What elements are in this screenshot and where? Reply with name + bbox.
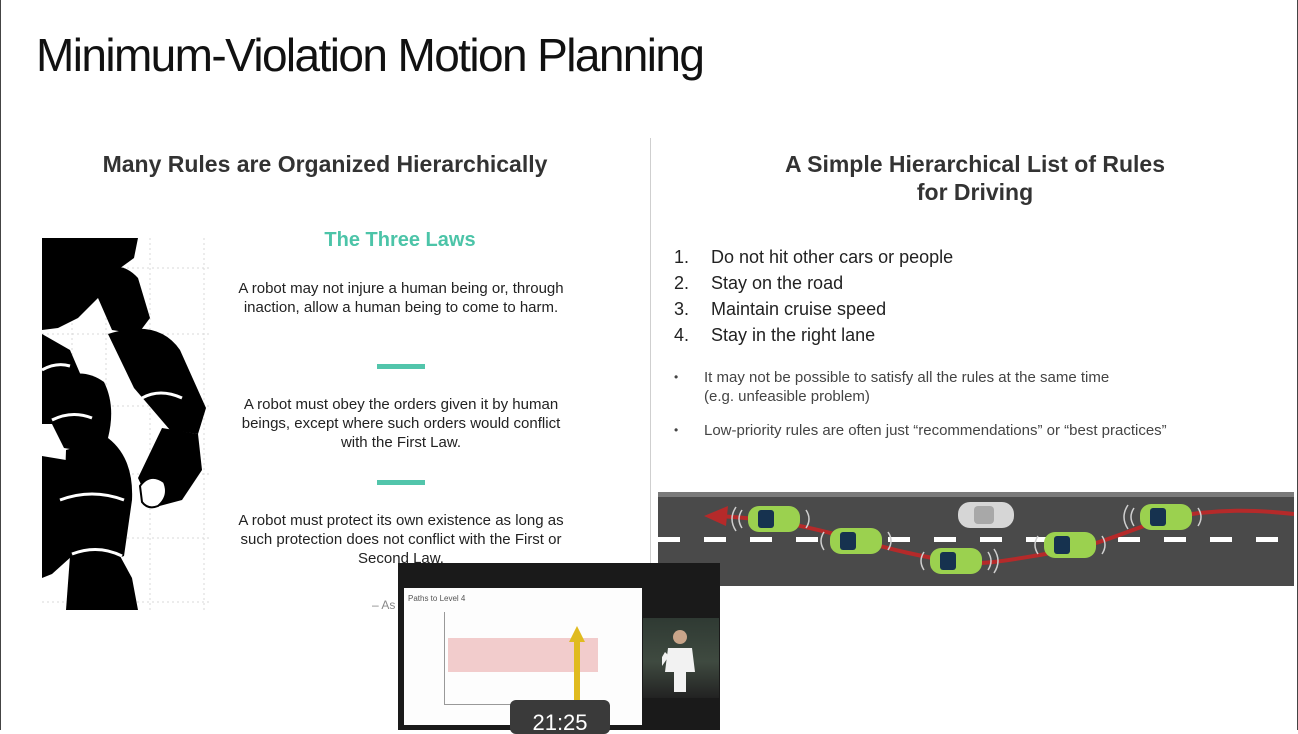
bullet-item: • It may not be possible to satisfy all … [674, 369, 1110, 405]
driving-rules-list: 1. Do not hit other cars or people 2. Stay… [674, 244, 1234, 348]
three-laws-title: The Three Laws [324, 229, 476, 251]
road-illustration [658, 490, 1294, 586]
first-law-text: A robot may not injure a human being or,… [238, 280, 564, 316]
third-law-text: A robot must protect its own existence a… [238, 512, 564, 567]
thumbnail-slide-title: Paths to Level 4 [408, 594, 466, 603]
right-heading-line2: for Driving [916, 179, 1034, 205]
robot-silhouette-image [42, 238, 212, 610]
second-law-text: A robot must obey the orders given it by… [241, 396, 561, 451]
trajectory-arrowhead [704, 506, 728, 526]
parked-car [958, 502, 1014, 528]
panel-divider [650, 138, 651, 628]
left-panel-heading: Many Rules are Organized Hierarchically [102, 151, 548, 177]
speaker-figure [662, 630, 695, 692]
slide-title: Minimum-Violation Motion Planning [36, 29, 705, 81]
ego-car [748, 504, 1192, 574]
law-separator [377, 480, 425, 485]
thumbnail-axis [444, 612, 445, 704]
thumbnail-arrow [569, 626, 585, 700]
rule-item: 4. Stay in the right lane [674, 325, 876, 345]
rule-item: 2. Stay on the road [674, 273, 844, 293]
thumbnail-band [448, 638, 598, 672]
right-panel-heading: A Simple Hierarchical List of Rules for … [700, 150, 1250, 206]
rule-item: 3. Maintain cruise speed [674, 299, 887, 319]
bullet-item: • Low-priority rules are often just “rec… [674, 422, 1167, 439]
quote-attribution: – As [372, 598, 396, 612]
law-separator [377, 364, 425, 369]
notes-bullet-list: • It may not be possible to satisfy all … [674, 368, 1254, 455]
video-timecode: 21:25 [510, 700, 610, 734]
rule-item: 1. Do not hit other cars or people [674, 247, 954, 267]
right-heading-line1: A Simple Hierarchical List of Rules [784, 151, 1166, 177]
